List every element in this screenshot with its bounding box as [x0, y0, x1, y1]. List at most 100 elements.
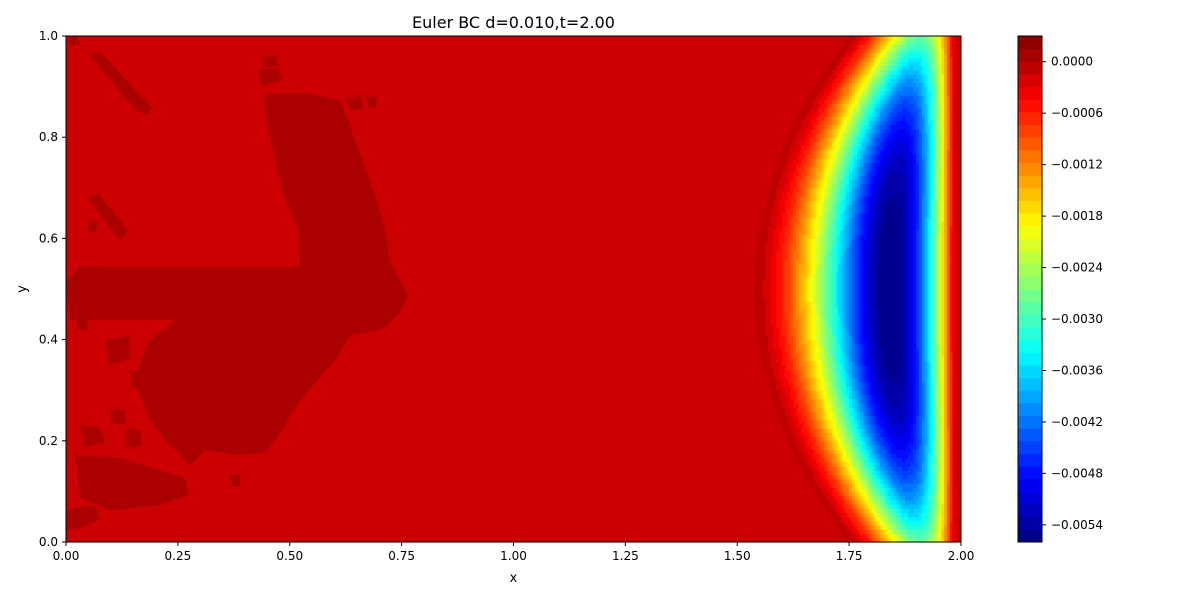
field-cell	[857, 331, 861, 336]
field-cell	[829, 280, 833, 286]
field-cell	[885, 246, 889, 252]
field-cell	[770, 301, 775, 307]
field-cell	[832, 124, 836, 130]
field-cell	[829, 217, 833, 223]
field-cell	[798, 326, 803, 332]
field-cell	[815, 200, 819, 206]
field-cell	[812, 234, 817, 239]
field-cell	[868, 217, 873, 223]
field-cell	[818, 381, 822, 387]
field-cell	[773, 377, 778, 383]
field-cell	[812, 423, 817, 429]
field-cell	[818, 411, 822, 417]
field-cell	[879, 137, 884, 143]
field-cell	[762, 234, 766, 239]
field-cell	[888, 44, 892, 50]
field-cell	[815, 103, 819, 109]
field-cell	[779, 305, 783, 311]
field-cell	[807, 314, 811, 320]
field-cell	[826, 360, 831, 366]
field-cell	[801, 234, 805, 239]
field-cell	[849, 305, 853, 311]
field-cell	[779, 419, 783, 425]
field-cell	[790, 251, 794, 256]
field-cell	[840, 390, 845, 396]
field-cell	[893, 310, 898, 315]
field-cell	[801, 217, 805, 223]
field-cell	[823, 326, 828, 332]
field-cell	[829, 449, 833, 455]
field-cell	[826, 259, 831, 265]
field-cell	[868, 314, 873, 320]
field-cell	[821, 103, 825, 109]
field-cell	[832, 457, 836, 463]
field-cell	[843, 255, 847, 261]
field-cell	[857, 217, 861, 223]
field-cell	[798, 390, 803, 396]
field-cell	[837, 132, 842, 138]
field-cell	[857, 301, 861, 307]
field-cell	[851, 234, 856, 239]
field-cell	[857, 293, 861, 299]
field-cell	[818, 229, 822, 235]
field-cell	[832, 390, 836, 396]
field-cell	[765, 272, 769, 277]
field-cell	[773, 369, 778, 374]
field-cell	[865, 158, 870, 164]
field-cell	[871, 242, 875, 248]
field-cell	[823, 124, 828, 130]
field-cell	[877, 537, 881, 543]
field-cell	[891, 103, 895, 109]
field-cell	[868, 504, 873, 509]
field-cell	[779, 225, 783, 231]
field-cell	[832, 487, 836, 492]
field-cell	[885, 69, 889, 75]
field-cell	[759, 255, 764, 261]
field-cell	[823, 293, 828, 299]
field-cell	[837, 284, 842, 290]
field-cell	[832, 61, 836, 67]
field-cell	[795, 381, 800, 387]
field-cell	[865, 478, 870, 484]
field-cell	[790, 407, 794, 412]
field-cell	[860, 457, 864, 463]
field-cell	[843, 162, 847, 168]
field-cell	[854, 145, 859, 151]
field-cell	[835, 162, 839, 168]
field-cell	[846, 516, 850, 522]
field-cell	[818, 175, 822, 180]
field-cell	[790, 436, 794, 442]
field-cell	[835, 495, 839, 501]
field-cell	[798, 449, 803, 455]
field-cell	[818, 407, 822, 412]
field-cell	[843, 200, 847, 206]
field-cell	[823, 69, 828, 75]
field-cell	[863, 116, 867, 121]
field-cell	[768, 196, 772, 202]
field-cell	[770, 204, 775, 210]
field-cell	[888, 200, 892, 206]
field-cell	[821, 449, 825, 455]
field-cell	[860, 238, 864, 244]
field-cell	[888, 289, 892, 294]
field-cell	[851, 348, 856, 353]
field-cell	[868, 183, 873, 189]
field-cell	[798, 461, 803, 467]
field-cell	[885, 289, 889, 294]
field-cell	[879, 461, 884, 467]
field-cell	[821, 187, 825, 193]
field-cell	[885, 301, 889, 307]
field-cell	[860, 402, 864, 408]
field-cell	[865, 213, 870, 218]
field-cell	[851, 208, 856, 214]
field-cell	[826, 255, 831, 261]
field-cell	[773, 381, 778, 387]
field-cell	[871, 482, 875, 488]
field-cell	[860, 280, 864, 286]
field-cell	[782, 280, 786, 286]
field-cell	[823, 90, 828, 96]
field-cell	[798, 229, 803, 235]
field-cell	[857, 466, 861, 471]
field-cell	[821, 326, 825, 332]
field-cell	[818, 297, 822, 303]
